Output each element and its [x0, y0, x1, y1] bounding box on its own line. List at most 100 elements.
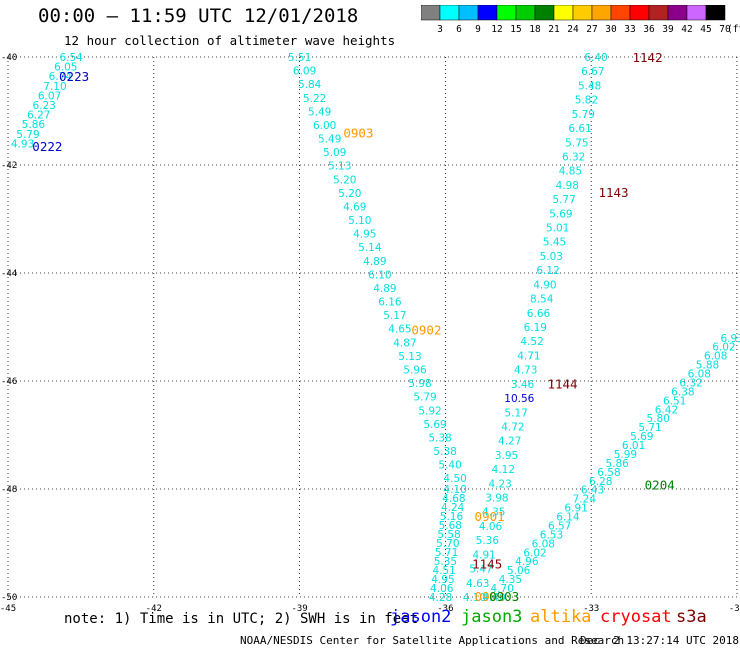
swh-value: 6.66	[527, 308, 551, 320]
swh-value: 5.22	[303, 93, 326, 105]
legend-s3a: s3a	[676, 607, 707, 627]
swh-value: 6.02	[523, 547, 546, 559]
swh-value: 5.51	[288, 52, 311, 64]
colorbar-label-12: 12	[491, 24, 502, 35]
swh-value: 5.49	[318, 134, 341, 146]
colorbar-swatch-6	[439, 5, 460, 21]
pass-time-0903: 0903	[343, 126, 373, 141]
pass-time-0903: 0903	[475, 589, 505, 604]
swh-value: 8.54	[530, 294, 554, 306]
swh-value: 4.85	[559, 166, 582, 178]
swh-value: 5.38	[428, 432, 451, 444]
pass-time-0901: 0901	[475, 509, 505, 524]
swh-value: 5.88	[696, 360, 719, 372]
colorbar-swatch-30	[591, 5, 612, 21]
lon-tick--45: -45	[0, 604, 16, 614]
colorbar-label-6: 6	[456, 24, 462, 35]
swh-value: 5.82	[575, 95, 598, 107]
lon-tick--30: -30	[729, 604, 740, 614]
pass-time-0204: 0204	[645, 478, 675, 493]
swh-value: 4.10	[463, 592, 486, 604]
page-subtitle: 12 hour collection of altimeter wave hei…	[64, 33, 396, 48]
swh-value: 4.89	[373, 283, 396, 295]
swh-value: 6.67	[581, 66, 604, 78]
colorbar-swatch-12	[477, 5, 498, 21]
swh-value: 5.38	[433, 446, 456, 458]
swh-value: 4.72	[501, 421, 524, 433]
colorbar-swatch-15	[496, 5, 517, 21]
swh-value: 5.68	[439, 520, 462, 532]
swh-value: 4.87	[393, 337, 416, 349]
swh-value: 5.40	[438, 460, 461, 472]
swh-value: 5.17	[504, 407, 527, 419]
credit-line: NOAA/NESDIS Center for Satellite Applica…	[240, 634, 625, 647]
swh-value: 5.06	[507, 565, 531, 577]
swh-value: 4.50	[443, 473, 466, 485]
swh-value: 3.98	[485, 493, 508, 505]
swh-value: 5.92	[418, 405, 441, 417]
colorbar-swatch-42	[667, 5, 688, 21]
swh-value: 6.08	[688, 369, 711, 381]
swh-value: 4.12	[492, 464, 515, 476]
swh-value: 6.16	[378, 297, 402, 309]
lon-tick--33: -33	[583, 604, 599, 614]
colorbar-swatch-70	[705, 5, 726, 21]
pass-time-labels: 0223022209030902090109030903020411421143…	[32, 50, 674, 604]
swh-value: 5.79	[572, 109, 595, 121]
swh-value: 5.14	[358, 242, 382, 254]
swh-value: 6.07	[38, 90, 61, 102]
swh-value: 5.86	[22, 119, 46, 131]
satellite-tracks: 4.935.795.866.276.236.077.106.746.056.54…	[11, 52, 740, 604]
swh-value: 5.16	[440, 511, 464, 523]
swh-value: 5.70	[436, 538, 459, 550]
axis-ticks: -45 -42 -39 -36 -33 -30 -40 -42 -44 -46 -48 -50	[0, 53, 740, 614]
swh-value: 6.09	[293, 66, 316, 78]
lat-tick--44: -44	[1, 269, 17, 279]
swh-value: 5.69	[423, 419, 446, 431]
swh-value: 5.01	[546, 223, 569, 235]
swh-value: 5.10	[348, 215, 371, 227]
swh-value: 6.57	[548, 520, 571, 532]
swh-value: 5.84	[298, 79, 322, 91]
swh-value: 6.14	[556, 512, 580, 524]
swh-value: 5.17	[383, 310, 406, 322]
colorbar-label-33: 33	[624, 24, 635, 35]
colorbar-label-24: 24	[567, 24, 579, 35]
page-title: 00:00 – 11:59 UTC 12/01/2018	[38, 5, 359, 27]
swh-value: 3.46	[511, 379, 535, 391]
swh-value: 5.48	[578, 80, 601, 92]
swh-value: 5.96	[403, 365, 427, 377]
swh-value: 4.70	[491, 583, 514, 595]
swh-value: 3.95	[495, 450, 518, 462]
swh-value: 4.35	[499, 574, 522, 586]
lat-lon-grid	[7, 56, 738, 598]
swh-value: 6.10	[368, 269, 391, 281]
swh-value: 5.58	[437, 529, 460, 541]
swh-value: 5.20	[333, 174, 356, 186]
swh-value: 7.10	[43, 81, 66, 93]
colorbar-label-30: 30	[605, 24, 617, 35]
swh-value: 5.86	[605, 458, 629, 470]
swh-value: 4.95	[431, 574, 454, 586]
swh-value: 6.08	[704, 351, 727, 363]
colorbar-swatch-3	[421, 5, 441, 21]
swh-value: 6.93	[720, 333, 740, 345]
colorbar-label-3: 3	[437, 24, 443, 35]
swh-value: 5.09	[323, 147, 346, 159]
legend-cryosat: cryosat	[600, 607, 672, 627]
swh-value: 5.69	[549, 208, 572, 220]
swh-value: 4.23	[488, 478, 511, 490]
swh-value: 10.56	[504, 393, 534, 405]
swh-value: 4.96	[515, 556, 539, 568]
swh-value: 4.52	[520, 336, 543, 348]
colorbar-swatch-45	[686, 5, 707, 21]
swh-value: 5.75	[565, 137, 588, 149]
swh-value: 4.28	[429, 592, 452, 604]
lon-tick--39: -39	[291, 604, 307, 614]
legend-jason3: jason3	[461, 607, 523, 627]
swh-value: 4.93	[11, 138, 34, 150]
swh-value: 6.19	[524, 322, 547, 334]
swh-value: 5.13	[398, 351, 421, 363]
pass-time-0222: 0222	[32, 139, 62, 154]
